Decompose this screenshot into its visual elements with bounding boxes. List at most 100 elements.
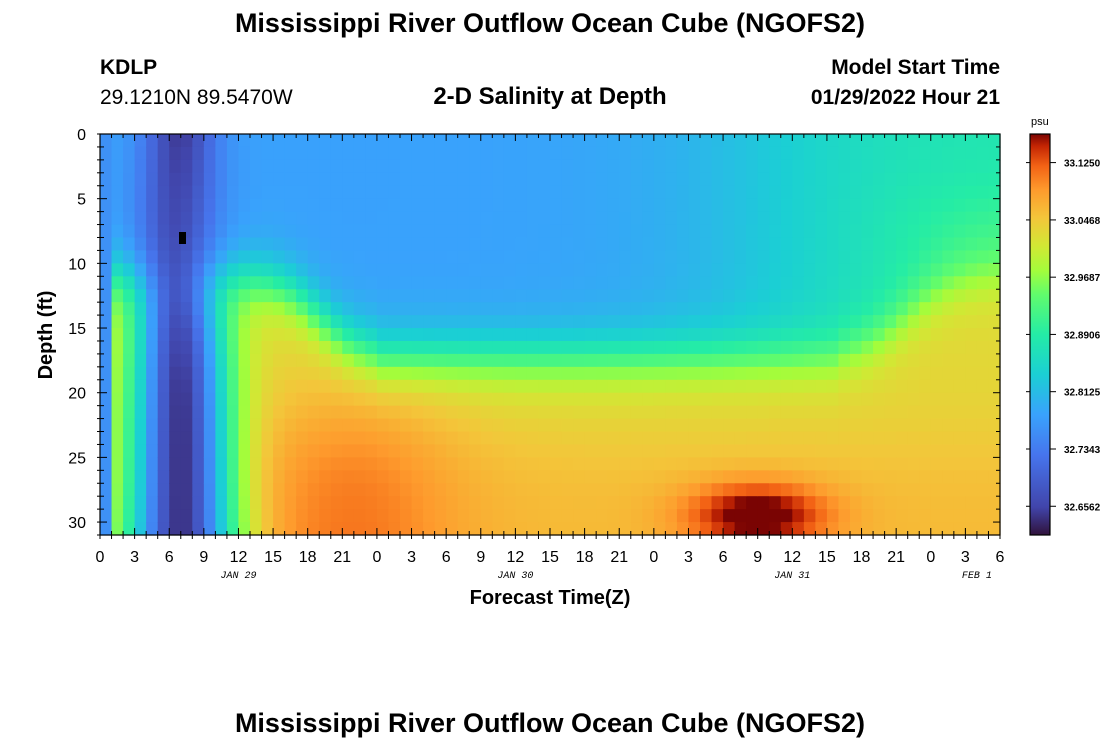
heatmap-cell <box>446 405 459 420</box>
colorbar-tick-label: 32.8125 <box>1064 388 1100 399</box>
heatmap-cell <box>803 366 816 381</box>
heatmap-cell <box>296 185 309 200</box>
heatmap-cell <box>965 302 978 316</box>
heatmap-cell <box>803 224 816 239</box>
heatmap-cell <box>123 328 136 342</box>
heatmap-cell <box>446 366 459 381</box>
heatmap-cell <box>700 483 713 497</box>
heatmap-cell <box>850 470 863 484</box>
heatmap-cell <box>180 276 193 290</box>
heatmap-cell <box>734 496 747 510</box>
heatmap-cell <box>988 379 1001 394</box>
heatmap-cell <box>688 172 701 187</box>
heatmap-cell <box>261 496 274 510</box>
heatmap-cell <box>942 159 955 174</box>
heatmap-cell <box>930 172 943 187</box>
heatmap-cell <box>723 302 736 316</box>
heatmap-cell <box>688 418 701 433</box>
heatmap-cell <box>238 418 251 433</box>
heatmap-cell <box>146 159 159 174</box>
heatmap-cell <box>376 185 390 200</box>
heatmap-cell <box>723 340 736 355</box>
heatmap-cell <box>423 315 436 329</box>
heatmap-cell <box>353 328 366 342</box>
heatmap-cell <box>423 496 436 510</box>
heatmap-cell <box>792 289 805 303</box>
heatmap-cell <box>596 379 609 394</box>
heatmap-cell <box>826 483 840 497</box>
heatmap-cell <box>469 185 482 200</box>
heatmap-cell <box>815 457 828 471</box>
heatmap-cell <box>792 366 805 381</box>
heatmap-cell <box>400 328 413 342</box>
heatmap-cell <box>757 198 770 213</box>
heatmap-cell <box>711 289 724 303</box>
heatmap-cell <box>100 483 113 497</box>
heatmap-cell <box>976 483 990 497</box>
heatmap-cell <box>988 457 1001 471</box>
heatmap-cell <box>688 224 701 239</box>
heatmap-cell <box>561 185 574 200</box>
heatmap-cell <box>700 211 713 226</box>
heatmap-cell <box>665 496 678 510</box>
heatmap-cell <box>226 418 240 433</box>
heatmap-cell <box>307 418 320 433</box>
heatmap-cell <box>180 172 193 187</box>
heatmap-cell <box>953 496 966 510</box>
heatmap-cell <box>123 392 136 407</box>
heatmap-cell <box>342 353 355 368</box>
heatmap-cell <box>157 483 170 497</box>
heatmap-cell <box>792 328 805 342</box>
heatmap-cell <box>250 302 263 316</box>
heatmap-cell <box>688 146 701 161</box>
heatmap-cell <box>215 276 228 290</box>
heatmap-cell <box>492 263 505 277</box>
heatmap-cell <box>734 315 747 329</box>
heatmap-cell <box>111 353 124 368</box>
heatmap-cell <box>388 276 401 290</box>
heatmap-cell <box>446 392 459 407</box>
heatmap-cell <box>319 250 332 264</box>
heatmap-cell <box>780 483 793 497</box>
heatmap-cell <box>180 146 193 161</box>
heatmap-cell <box>238 146 251 161</box>
heatmap-cell <box>734 405 747 420</box>
heatmap-cell <box>826 470 840 484</box>
heatmap-cell <box>688 366 701 381</box>
heatmap-cell <box>388 263 401 277</box>
heatmap-cell <box>365 509 378 523</box>
heatmap-cell <box>838 237 851 252</box>
heatmap-cell <box>342 509 355 523</box>
heatmap-cell <box>480 211 493 226</box>
heatmap-cell <box>469 431 482 446</box>
heatmap-cell <box>676 211 690 226</box>
heatmap-cell <box>803 185 816 200</box>
heatmap-cell <box>711 457 724 471</box>
heatmap-cell <box>676 457 690 471</box>
heatmap-cell <box>930 340 943 355</box>
heatmap-cell <box>192 353 205 368</box>
heatmap-cell <box>515 263 528 277</box>
heatmap-cell <box>838 289 851 303</box>
heatmap-cell <box>676 198 690 213</box>
heatmap-cell <box>515 224 528 239</box>
heatmap-cell <box>250 366 263 381</box>
heatmap-cell <box>261 340 274 355</box>
heatmap-cell <box>503 237 516 252</box>
heatmap-cell <box>642 276 655 290</box>
heatmap-cell <box>988 353 1001 368</box>
heatmap-cell <box>596 353 609 368</box>
heatmap-cell <box>676 470 690 484</box>
heatmap-cell <box>515 470 528 484</box>
heatmap-cell <box>273 509 286 523</box>
heatmap-cell <box>815 237 828 252</box>
heatmap-cell <box>838 392 851 407</box>
heatmap-cell <box>157 418 170 433</box>
heatmap-cell <box>492 302 505 316</box>
heatmap-cell <box>642 211 655 226</box>
heatmap-cell <box>619 302 632 316</box>
heatmap-cell <box>388 509 401 523</box>
heatmap-cell <box>250 250 263 264</box>
heatmap-cell <box>573 496 586 510</box>
